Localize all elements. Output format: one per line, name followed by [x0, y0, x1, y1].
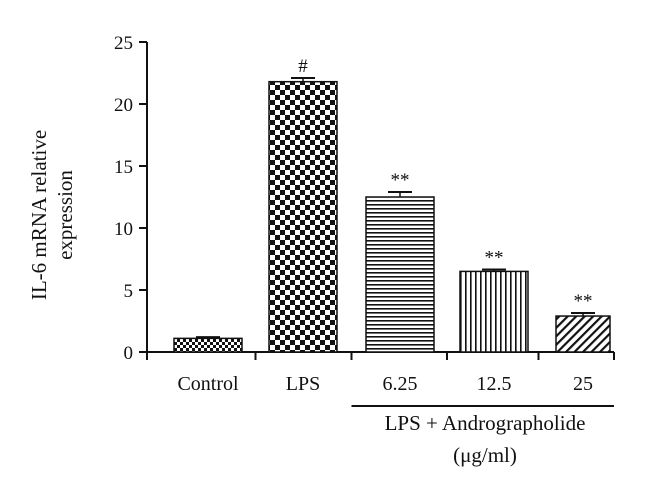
bar — [555, 315, 611, 353]
y-tick-label: 15 — [114, 157, 133, 178]
axes: 0 5 10 15 20 25 Control LPS 6.25 12.5 25 — [114, 33, 615, 395]
y-tick-label: 10 — [114, 219, 133, 240]
bar — [268, 80, 338, 353]
significance-mark: ** — [574, 291, 593, 312]
bars — [173, 80, 611, 353]
y-tick-label: 5 — [124, 281, 134, 302]
bar — [173, 337, 243, 353]
y-axis-label-line-2: expression — [53, 170, 77, 260]
y-tick-label: 20 — [114, 95, 133, 116]
dose-unit-label: (μg/ml) — [453, 443, 517, 467]
significance-mark: # — [298, 56, 308, 77]
significance-mark: ** — [485, 248, 504, 269]
x-category-label: 12.5 — [477, 373, 512, 395]
annotations: # ** ** ** — [196, 56, 595, 339]
y-axis-label: IL-6 mRNA relative expression — [27, 130, 77, 300]
dose-group-annotation: LPS + Andrographolide (μg/ml) — [351, 405, 614, 467]
y-tick-label: 25 — [114, 33, 133, 54]
bar — [459, 270, 529, 353]
y-tick-label: 0 — [124, 343, 134, 364]
bar — [365, 196, 435, 353]
significance-mark: ** — [391, 170, 410, 191]
x-category-label: 6.25 — [383, 373, 418, 395]
dose-group-label: LPS + Andrographolide — [385, 411, 586, 435]
x-category-label: LPS — [286, 373, 320, 395]
y-axis-label-line-1: IL-6 mRNA relative — [27, 130, 51, 300]
x-category-label: Control — [177, 373, 239, 395]
x-category-label: 25 — [573, 373, 593, 395]
